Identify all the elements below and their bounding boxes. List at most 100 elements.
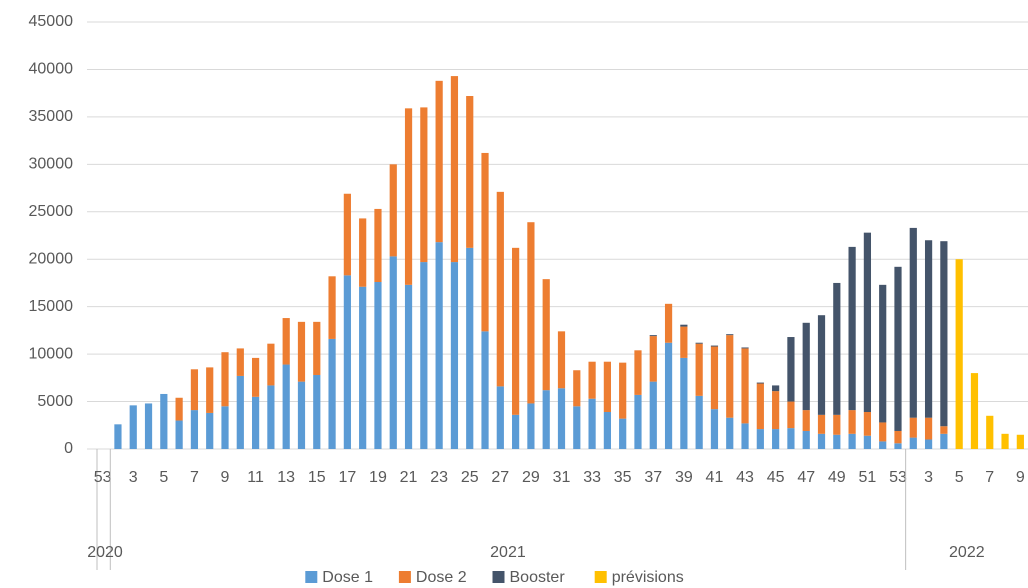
bar-segment [251, 357, 260, 397]
bar-segment [833, 282, 841, 415]
y-tick-label: 0 [64, 440, 73, 457]
x-tick-label: 45 [767, 469, 785, 486]
bar-segment [726, 417, 734, 449]
bar-segment [726, 334, 734, 336]
x-tick-label: 33 [583, 469, 601, 486]
bar-segment [756, 383, 764, 430]
legend-label: Dose 1 [322, 569, 373, 586]
bar-segment [1001, 433, 1009, 449]
bar-segment [542, 390, 550, 449]
bar-segment [848, 246, 856, 411]
x-tick-label: 5 [955, 469, 964, 486]
bar-segment [588, 361, 596, 399]
bar-segment [802, 410, 810, 431]
x-tick-label: 17 [338, 469, 356, 486]
bar-segment [129, 405, 137, 449]
x-group-label: 2021 [490, 544, 526, 561]
bar-segment [680, 324, 688, 327]
bar-segment [649, 336, 657, 382]
bar-segment [282, 364, 290, 449]
bar-segment [466, 96, 474, 248]
bar-segment [603, 361, 611, 412]
x-tick-label: 13 [277, 469, 295, 486]
bar-segment [909, 417, 917, 438]
bar-segment [940, 433, 948, 449]
x-tick-label: 49 [828, 469, 846, 486]
bar-segment [1016, 434, 1024, 449]
bar-segment [190, 410, 199, 449]
x-tick-label: 3 [924, 469, 933, 486]
bar-segment [695, 343, 703, 396]
bar-segment [756, 429, 764, 449]
bar-segment [787, 428, 795, 449]
bar-segment [420, 262, 428, 449]
bar-segment [374, 208, 382, 282]
bar-segment [833, 414, 841, 435]
bar-segment [359, 218, 367, 287]
bar-segment [772, 391, 780, 430]
bar-segment [634, 350, 642, 395]
x-tick-label: 39 [675, 469, 693, 486]
x-tick-label: 31 [553, 469, 571, 486]
bar-segment [741, 423, 749, 449]
bar-segment [527, 403, 535, 449]
bar-segment [879, 422, 887, 442]
bar-segment [772, 385, 780, 392]
bar-segment [496, 386, 504, 449]
bar-segment [389, 164, 397, 257]
bar-segment [863, 435, 872, 449]
bar-segment [267, 385, 275, 449]
x-tick-label: 3 [129, 469, 138, 486]
x-tick-label: 37 [644, 469, 662, 486]
bar-segment [573, 406, 581, 449]
bar-segment [206, 412, 214, 449]
x-tick-label: 9 [1016, 469, 1025, 486]
bar-segment [297, 381, 306, 449]
bar-segment [236, 348, 244, 376]
bar-segment [710, 346, 719, 410]
bar-segment [741, 347, 749, 349]
x-tick-label: 41 [706, 469, 724, 486]
bar-segment [909, 437, 917, 449]
bar-segment [603, 411, 611, 449]
x-tick-label: 29 [522, 469, 540, 486]
y-tick-label: 35000 [29, 108, 74, 125]
bar-segment [695, 342, 703, 344]
bar-segment [450, 262, 459, 449]
x-group-label: 2020 [87, 544, 123, 561]
bar-segment [894, 443, 902, 449]
bar-segment [634, 394, 642, 449]
bar-segment [695, 395, 703, 449]
bar-segment [986, 415, 994, 449]
bar-segment [527, 222, 535, 404]
bar-segment [435, 80, 443, 243]
x-tick-label: 35 [614, 469, 632, 486]
bar-segment [649, 381, 657, 449]
x-tick-label: 5 [159, 469, 168, 486]
bar-segment [190, 369, 199, 411]
y-tick-label: 30000 [29, 156, 74, 173]
y-tick-label: 45000 [29, 13, 74, 30]
bar-segment [664, 303, 673, 343]
bar-segment [710, 409, 719, 449]
x-tick-label: 43 [736, 469, 754, 486]
bar-segment [114, 424, 122, 449]
bar-segment [236, 375, 244, 449]
legend-label: prévisions [612, 569, 684, 586]
x-tick-label: 15 [308, 469, 326, 486]
legend-swatch [492, 571, 505, 583]
bar-segment [282, 318, 290, 365]
legend-swatch [305, 571, 318, 583]
bar-segment [817, 414, 826, 434]
bar-segment [557, 331, 566, 389]
bar-segment [573, 370, 581, 407]
y-tick-label: 20000 [29, 250, 74, 267]
bar-segment [175, 420, 183, 449]
bar-segment [481, 331, 489, 449]
bar-segment [588, 398, 596, 449]
bar-segment [160, 393, 168, 449]
bar-segment [267, 343, 275, 386]
legend-label: Booster [510, 569, 566, 586]
bar-segment [221, 352, 229, 407]
bar-segment [863, 411, 872, 436]
